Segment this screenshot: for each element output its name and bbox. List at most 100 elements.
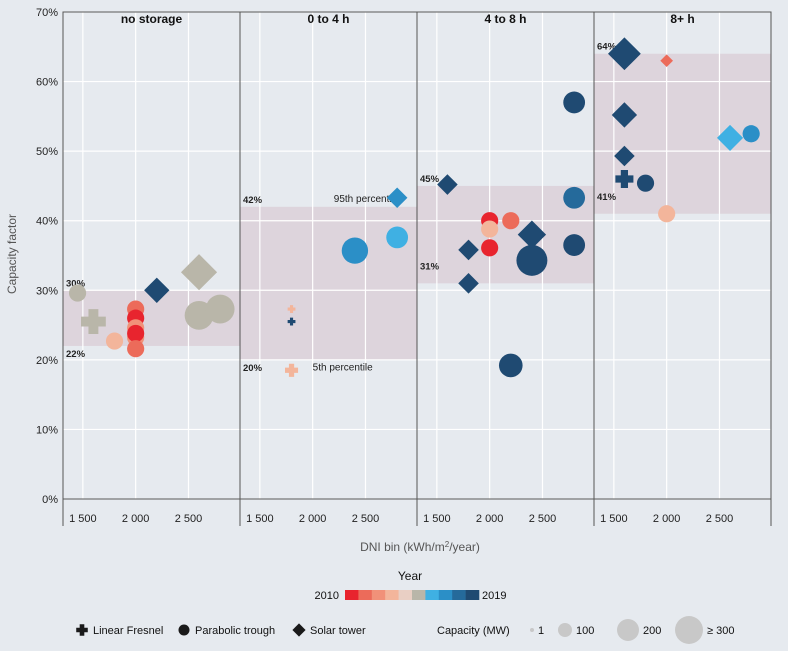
x-tick-label: 2 500 (706, 513, 734, 525)
x-tick-label: 2 000 (122, 513, 150, 525)
year-color-swatch (385, 590, 399, 600)
x-tick-label: 2 500 (175, 513, 203, 525)
data-point (563, 234, 586, 256)
year-color-swatch (412, 590, 426, 600)
year-color-swatch (345, 590, 359, 600)
capacity-size-label: 200 (643, 625, 661, 637)
data-point (660, 54, 673, 68)
capacity-size-marker (617, 619, 639, 641)
legend-marker-diamond (292, 623, 306, 637)
capacity-size-marker (558, 623, 572, 637)
year-color-swatch (371, 590, 386, 600)
band-upper-label: 30% (66, 278, 86, 289)
data-point (716, 124, 744, 151)
x-axis-title-superscript: 2 (445, 540, 450, 549)
panel-title: 8+ h (670, 12, 694, 26)
data-point (498, 353, 523, 378)
data-point (127, 324, 145, 342)
data-point (386, 226, 409, 249)
x-tick-label: 2 000 (653, 513, 681, 525)
y-tick-label: 40% (36, 216, 58, 228)
y-axis-title: Capacity factor (5, 214, 19, 294)
y-tick-label: 60% (36, 77, 58, 89)
x-tick-label: 1 500 (69, 513, 97, 525)
percentile-band (240, 206, 417, 360)
x-axis-title-part2: /year) (449, 540, 480, 554)
data-point (458, 239, 479, 261)
data-point (516, 244, 548, 276)
data-point (287, 305, 296, 313)
legend-marker-plus (76, 624, 88, 636)
y-tick-label: 10% (36, 424, 58, 436)
year-color-swatch (438, 590, 453, 600)
panel-titles: no storage 0 to 4 h 4 to 8 h 8+ h (121, 12, 695, 26)
y-tick-label: 50% (36, 146, 58, 158)
year-color-swatch (465, 590, 480, 600)
band-lower-label: 22% (66, 349, 86, 360)
capacity-size-label: 1 (538, 625, 544, 637)
data-point (517, 220, 547, 249)
panel-title: 4 to 8 h (484, 12, 526, 26)
year-legend-start: 2010 (315, 590, 339, 602)
legend: Year 2010 2019 Linear Fresnel Parabolic t… (76, 569, 734, 644)
panel-title: 0 to 4 h (307, 12, 349, 26)
x-tick-label: 2 500 (352, 513, 380, 525)
legend-marker-label: Solar tower (310, 625, 366, 637)
data-point (611, 102, 638, 128)
year-color-swatch (398, 590, 413, 600)
data-point (341, 237, 369, 264)
x-axis-title: DNI bin (kWh/m2/year) (360, 540, 480, 555)
legend-marker-label: Parabolic trough (195, 625, 275, 637)
band-upper-label: 45% (420, 174, 440, 185)
y-tick-label: 20% (36, 355, 58, 367)
x-tick-label: 1 500 (423, 513, 451, 525)
band-upper-label: 64% (597, 42, 617, 53)
data-point (180, 254, 218, 291)
data-point (481, 239, 499, 257)
data-point (563, 91, 586, 114)
data-point (386, 187, 408, 209)
y-tick-label: 30% (36, 285, 58, 297)
data-point (287, 317, 296, 326)
data-points (68, 37, 760, 378)
x-axis-ticks: 1 500 2 000 2 500 1 500 2 000 2 500 1 500 2 000… (69, 513, 733, 525)
band-lower-label: 20% (243, 363, 263, 374)
data-point (80, 309, 106, 335)
x-axis-title-part1: DNI bin (kWh/m (360, 540, 445, 554)
panel-title: no storage (121, 12, 183, 26)
x-tick-label: 2 500 (529, 513, 557, 525)
capacity-legend-title: Capacity (MW) (437, 625, 510, 637)
y-tick-label: 0% (42, 494, 58, 506)
band-upper-label: 42% (243, 195, 263, 206)
data-point (127, 340, 145, 358)
data-point (285, 363, 299, 377)
data-point (636, 174, 655, 192)
y-axis-ticks: 0% 10% 20% 30% 40% 50% 60% 70% (36, 7, 58, 506)
capacity-size-label: ≥ 300 (707, 625, 734, 637)
data-point (742, 125, 760, 143)
data-point (105, 332, 124, 350)
x-tick-label: 2 000 (476, 513, 504, 525)
data-point (615, 169, 634, 188)
capacity-legend: 1 100 200 ≥ 300 (530, 616, 734, 644)
legend-marker-circle (178, 624, 190, 636)
capacity-size-marker (530, 628, 534, 632)
data-point (68, 284, 87, 302)
year-legend-title: Year (398, 569, 422, 583)
percentile-annotations: 95th percentile 5th percentile (313, 194, 400, 373)
data-point (502, 212, 520, 230)
data-point (607, 37, 641, 71)
data-point (614, 145, 635, 167)
data-point (563, 186, 586, 209)
band-labels: 30% 22% 42% 20% 45% 31% 64% 41% (66, 42, 617, 374)
data-point (481, 220, 499, 238)
year-color-swatch (425, 590, 440, 600)
y-tick-label: 70% (36, 7, 58, 19)
data-point (658, 205, 676, 223)
year-color-swatch (452, 590, 466, 600)
year-color-scale (345, 590, 480, 600)
data-point (144, 277, 170, 303)
x-tick-label: 2 000 (299, 513, 327, 525)
capacity-size-marker (675, 616, 703, 644)
